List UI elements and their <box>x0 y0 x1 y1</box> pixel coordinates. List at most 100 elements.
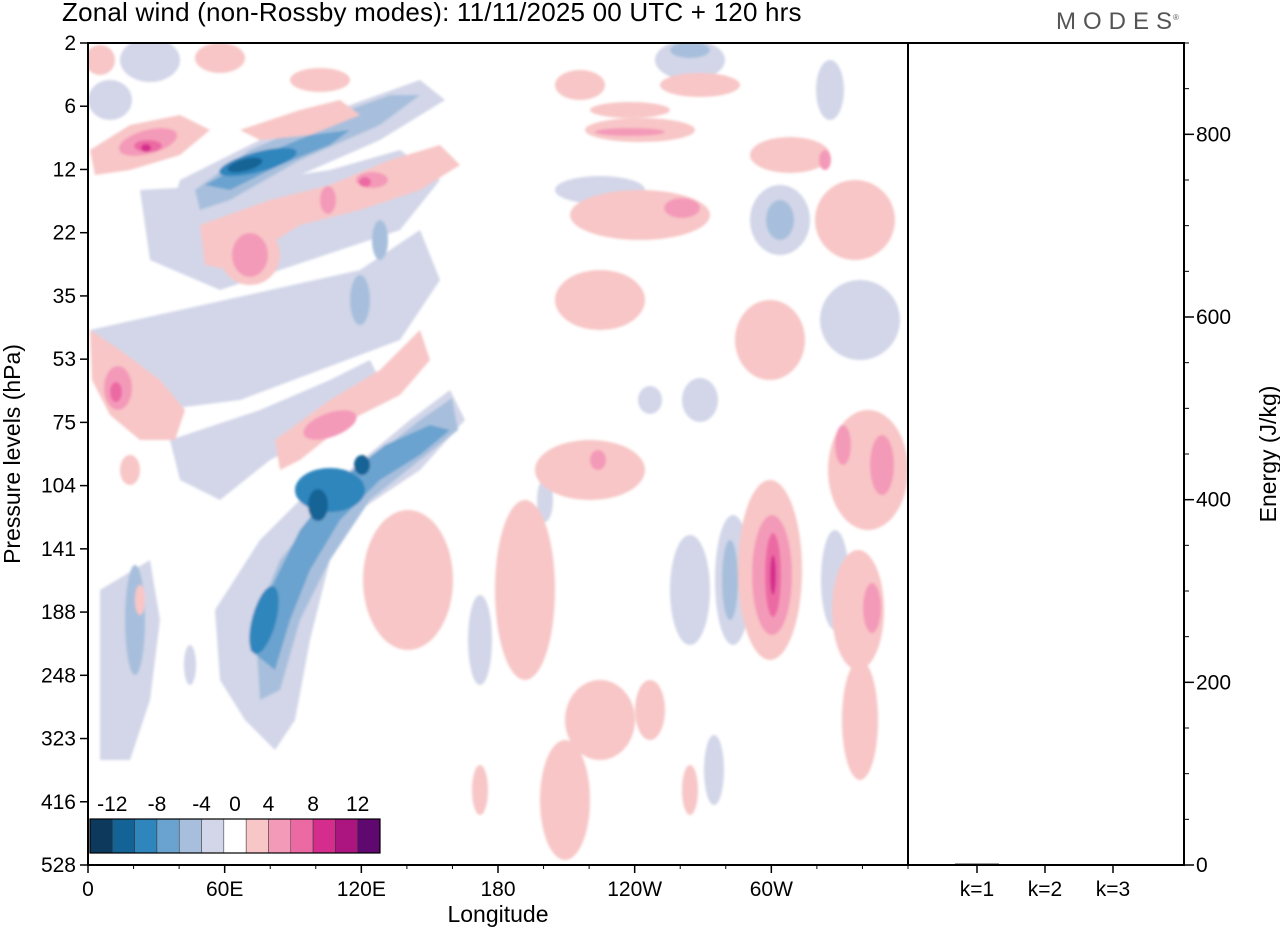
y-tick-label: 22 <box>53 222 76 245</box>
colorbar-swatch <box>268 818 292 854</box>
energy-tick-label: 600 <box>1196 306 1231 329</box>
pos-core <box>141 144 151 152</box>
energy-axis-ticks: 0 200 400 600 800 <box>1184 42 1231 877</box>
neg-region <box>120 43 180 82</box>
colorbar-label: -8 <box>148 793 167 816</box>
pos-region <box>595 128 665 136</box>
modes-logo: MODES® <box>1056 8 1179 36</box>
neg-core <box>227 157 263 173</box>
pos-region <box>835 425 851 465</box>
neg-region <box>372 220 388 260</box>
y-tick-label: 6 <box>64 95 76 118</box>
neg-region <box>682 378 718 422</box>
pos-region <box>540 740 590 860</box>
extreme-positive-regions <box>141 144 776 595</box>
pos-region <box>832 550 884 670</box>
y-tick-label: 12 <box>53 158 76 181</box>
colorbar-swatch <box>134 818 158 854</box>
colorbar: -12 -8 -4 0 4 8 12 <box>89 793 381 854</box>
pos-region <box>303 410 357 440</box>
x-tick-label: 60W <box>750 878 793 901</box>
y-tick-label: 528 <box>41 854 76 877</box>
y-axis-ticks: 2 6 12 22 35 53 75 104 141 188 248 323 416 528 <box>41 32 88 877</box>
pos-region <box>232 233 268 277</box>
colorbar-frame <box>89 818 381 854</box>
pos-core <box>110 382 122 402</box>
colorbar-swatch <box>112 818 135 854</box>
colorbar-swatch <box>178 818 202 854</box>
pos-region <box>195 43 245 73</box>
colorbar-swatch <box>223 818 247 854</box>
pos-region <box>635 680 665 740</box>
colorbar-label: -4 <box>192 793 211 816</box>
neg-region <box>670 43 710 58</box>
pos-region <box>240 100 360 140</box>
pos-region <box>590 450 606 470</box>
colorbar-swatch <box>312 818 336 854</box>
x-axis-label: Longitude <box>447 901 548 927</box>
pos-region <box>290 68 350 92</box>
x-tick-label: 120W <box>607 878 662 901</box>
extreme-negative-regions <box>227 157 370 521</box>
pos-region <box>88 45 115 75</box>
neg-region <box>468 595 492 685</box>
y-tick-label: 323 <box>41 728 76 751</box>
pos-region <box>590 102 670 118</box>
energy-bars <box>955 863 1135 866</box>
pos-region <box>555 270 645 330</box>
neg-region <box>670 535 710 645</box>
colorbar-swatch <box>335 818 358 854</box>
energy-category-label: k=3 <box>1096 878 1130 901</box>
y-axis-label: Pressure levels (hPa) <box>0 344 25 564</box>
colorbar-swatch <box>245 818 269 854</box>
pos-region <box>135 585 145 615</box>
neg-region <box>816 60 844 120</box>
colorbar-swatch <box>201 818 225 854</box>
energy-bar <box>1091 864 1135 866</box>
neg-region <box>170 360 390 500</box>
energy-tick-label: 200 <box>1196 671 1231 694</box>
energy-categories: k=1 k=2 k=3 <box>960 865 1130 901</box>
neg-region <box>722 540 738 620</box>
neg-region <box>125 565 145 675</box>
pos-region <box>735 300 805 380</box>
pos-region <box>750 137 830 173</box>
neg-region <box>88 80 132 120</box>
neg-region <box>820 280 900 360</box>
pos-region <box>842 660 878 780</box>
colorbar-swatch <box>89 818 113 854</box>
energy-tick-label: 800 <box>1196 123 1231 146</box>
colorbar-label: 4 <box>263 793 275 816</box>
pos-region <box>863 583 881 633</box>
neg-core <box>249 586 279 654</box>
x-tick-label: 120E <box>337 878 386 901</box>
energy-axis-label: Energy (J/kg) <box>1255 386 1280 523</box>
neg-region <box>766 200 794 240</box>
energy-tick-label: 400 <box>1196 489 1231 512</box>
pos-region <box>363 510 453 650</box>
x-tick-label: 60E <box>206 878 243 901</box>
y-tick-label: 53 <box>53 348 76 371</box>
neg-core <box>354 455 370 475</box>
x-tick-label: 0 <box>82 878 94 901</box>
pos-core <box>359 177 371 187</box>
medium-positive-regions <box>104 128 894 635</box>
pos-region <box>90 330 185 440</box>
registered-mark: ® <box>1173 13 1179 22</box>
pos-region <box>870 435 894 495</box>
pos-region <box>120 455 140 485</box>
y-tick-label: 248 <box>41 664 76 687</box>
contour-field <box>88 43 908 860</box>
y-tick-label: 75 <box>53 411 76 434</box>
y-tick-label: 2 <box>64 32 76 55</box>
colorbar-label: 0 <box>229 793 241 816</box>
energy-bar <box>1023 864 1067 866</box>
y-tick-label: 416 <box>41 791 76 814</box>
neg-region <box>184 645 196 685</box>
neg-core <box>295 468 365 512</box>
chart-title: Zonal wind (non-Rossby modes): 11/11/202… <box>62 0 802 27</box>
colorbar-label: 12 <box>346 793 369 816</box>
neg-region <box>90 230 440 410</box>
colorbar-label: 8 <box>307 793 319 816</box>
